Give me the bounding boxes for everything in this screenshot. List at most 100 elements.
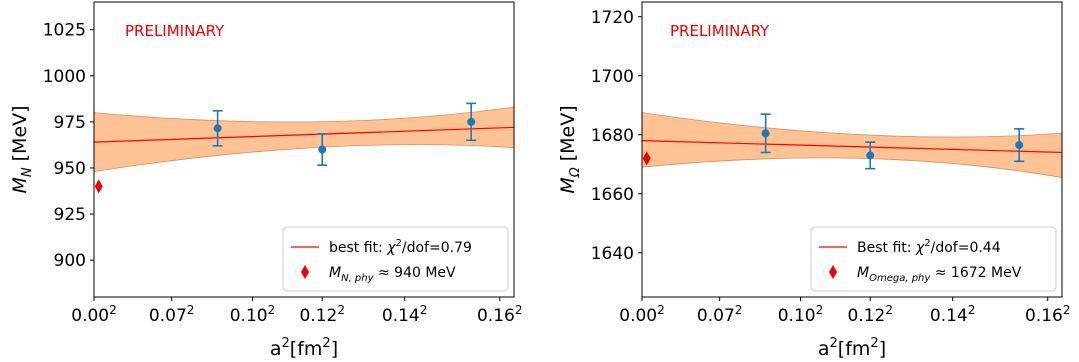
legend: Best fit: χ2/dof=0.44 MOmega, phy ≈ 1672 …: [810, 226, 1057, 292]
x-tick-label: 0.122: [299, 303, 345, 326]
legend-fit-text: Best fit:: [857, 240, 916, 256]
y-tick-label: 1640: [591, 244, 634, 264]
y-label-main: M: [9, 177, 31, 193]
data-point-3: [466, 102, 477, 142]
legend-phys-rest: ≈ 1672 MeV: [930, 265, 1021, 281]
x-tick-base: 0.14: [382, 306, 420, 326]
x-axis-label: a2[fm2]: [270, 336, 338, 360]
physical-point-marker: [642, 151, 651, 166]
data-point-1: [212, 109, 223, 147]
x-tick-sup: 2: [816, 303, 824, 317]
data-point-marker: [866, 151, 875, 160]
x-tick-label: 0.142: [382, 303, 428, 326]
legend-fit-label: Best fit: χ2/dof=0.44: [857, 238, 1001, 256]
confidence-band: [94, 106, 514, 173]
y-label-sub: Ω: [568, 167, 583, 178]
data-point-2: [865, 141, 876, 170]
x-tick-label: 0.162: [1025, 303, 1071, 326]
x-tick-sup: 2: [1063, 303, 1071, 317]
x-tick-sup: 2: [515, 303, 523, 317]
y-tick-label: 925: [54, 205, 86, 225]
y-label-unit: [MeV]: [557, 105, 579, 167]
y-axis-label: MΩ [MeV]: [557, 105, 583, 193]
data-point-marker: [761, 129, 770, 138]
plot-area: [94, 102, 514, 194]
legend-box: [810, 226, 1057, 292]
legend-phys-main: M: [857, 265, 869, 281]
x-tick-base: 0.00: [71, 306, 109, 326]
x-label-sup: 2: [282, 336, 290, 351]
x-tick-base: 0.12: [299, 306, 337, 326]
physical-point-marker: [94, 179, 103, 194]
data-point-3: [1014, 128, 1025, 163]
legend-fit-sup: 2: [924, 238, 930, 249]
x-label-main: a: [818, 338, 830, 360]
x-tick-label: 0.142: [930, 303, 976, 326]
x-tick-sup: 2: [657, 303, 665, 317]
x-tick-base: 0.16: [477, 306, 515, 326]
x-tick-base: 0.00: [619, 306, 657, 326]
x-tick-base: 0.16: [1025, 306, 1063, 326]
x-tick-sup: 2: [187, 303, 195, 317]
x-tick-label: 0.072: [149, 303, 195, 326]
legend-phys-main: M: [329, 265, 341, 281]
y-tick-label: 1680: [591, 126, 634, 146]
y-tick-label: 1700: [591, 67, 634, 87]
legend-phys-label: MOmega, phy ≈ 1672 MeV: [857, 265, 1022, 284]
x-label-sup2: 2: [870, 336, 878, 351]
x-label-main: a: [270, 338, 282, 360]
x-tick-label: 0.002: [619, 303, 665, 326]
data-point-marker: [467, 117, 476, 126]
legend-fit-chi: χ: [386, 240, 396, 256]
x-tick-base: 0.10: [778, 306, 816, 326]
legend-fit-rest: /dof=0.79: [402, 240, 472, 256]
x-label-sup: 2: [830, 336, 838, 351]
x-tick-label: 0.102: [778, 303, 824, 326]
y-tick-label: 975: [54, 113, 86, 133]
fit-line: [94, 126, 514, 143]
x-tick-sup: 2: [337, 303, 345, 317]
x-tick-sup: 2: [268, 303, 276, 317]
legend-fit-rest: /dof=0.44: [931, 240, 1001, 256]
data-point-1: [760, 113, 771, 154]
x-tick-label: 0.002: [71, 303, 117, 326]
legend-fit-sup: 2: [396, 238, 402, 249]
x-tick-base: 0.07: [149, 306, 187, 326]
legend-fit-text: best fit:: [329, 240, 387, 256]
x-label-sup2: 2: [322, 336, 330, 351]
legend-fit-label: best fit: χ2/dof=0.79: [329, 238, 472, 256]
plot-area: [642, 112, 1062, 178]
y-label-unit: [MeV]: [9, 105, 31, 167]
preliminary-annotation: PRELIMINARY: [670, 22, 770, 40]
axes-frame: [93, 1, 515, 298]
x-tick-base: 0.10: [230, 306, 268, 326]
x-tick-base: 0.07: [697, 306, 735, 326]
x-tick-label: 0.162: [477, 303, 523, 326]
legend-phys-swatch: [301, 265, 309, 279]
y-tick-label: 1660: [591, 185, 634, 205]
data-point-marker: [1015, 141, 1024, 150]
x-tick-sup: 2: [968, 303, 976, 317]
x-tick-sup: 2: [885, 303, 893, 317]
preliminary-annotation: PRELIMINARY: [125, 22, 225, 40]
y-label-main: M: [557, 177, 579, 193]
y-tick-label: 900: [54, 251, 86, 271]
y-tick-label: 1000: [43, 67, 86, 87]
x-label-rest: [fm: [838, 338, 871, 360]
axes-frame: [641, 1, 1063, 298]
confidence-band: [642, 112, 1062, 178]
data-point-2: [317, 133, 328, 166]
legend-phys-swatch: [829, 265, 837, 279]
y-tick-label: 1025: [43, 21, 86, 41]
x-label-rest: [fm: [290, 338, 323, 360]
legend-fit-chi: χ: [915, 240, 925, 256]
x-label-close: ]: [331, 338, 338, 360]
fit-line: [642, 140, 1062, 154]
x-tick-base: 0.14: [930, 306, 968, 326]
y-axis-label: MN [MeV]: [9, 105, 35, 193]
legend-phys-sub: Omega, phy: [869, 273, 931, 284]
y-tick-label: 950: [54, 159, 86, 179]
